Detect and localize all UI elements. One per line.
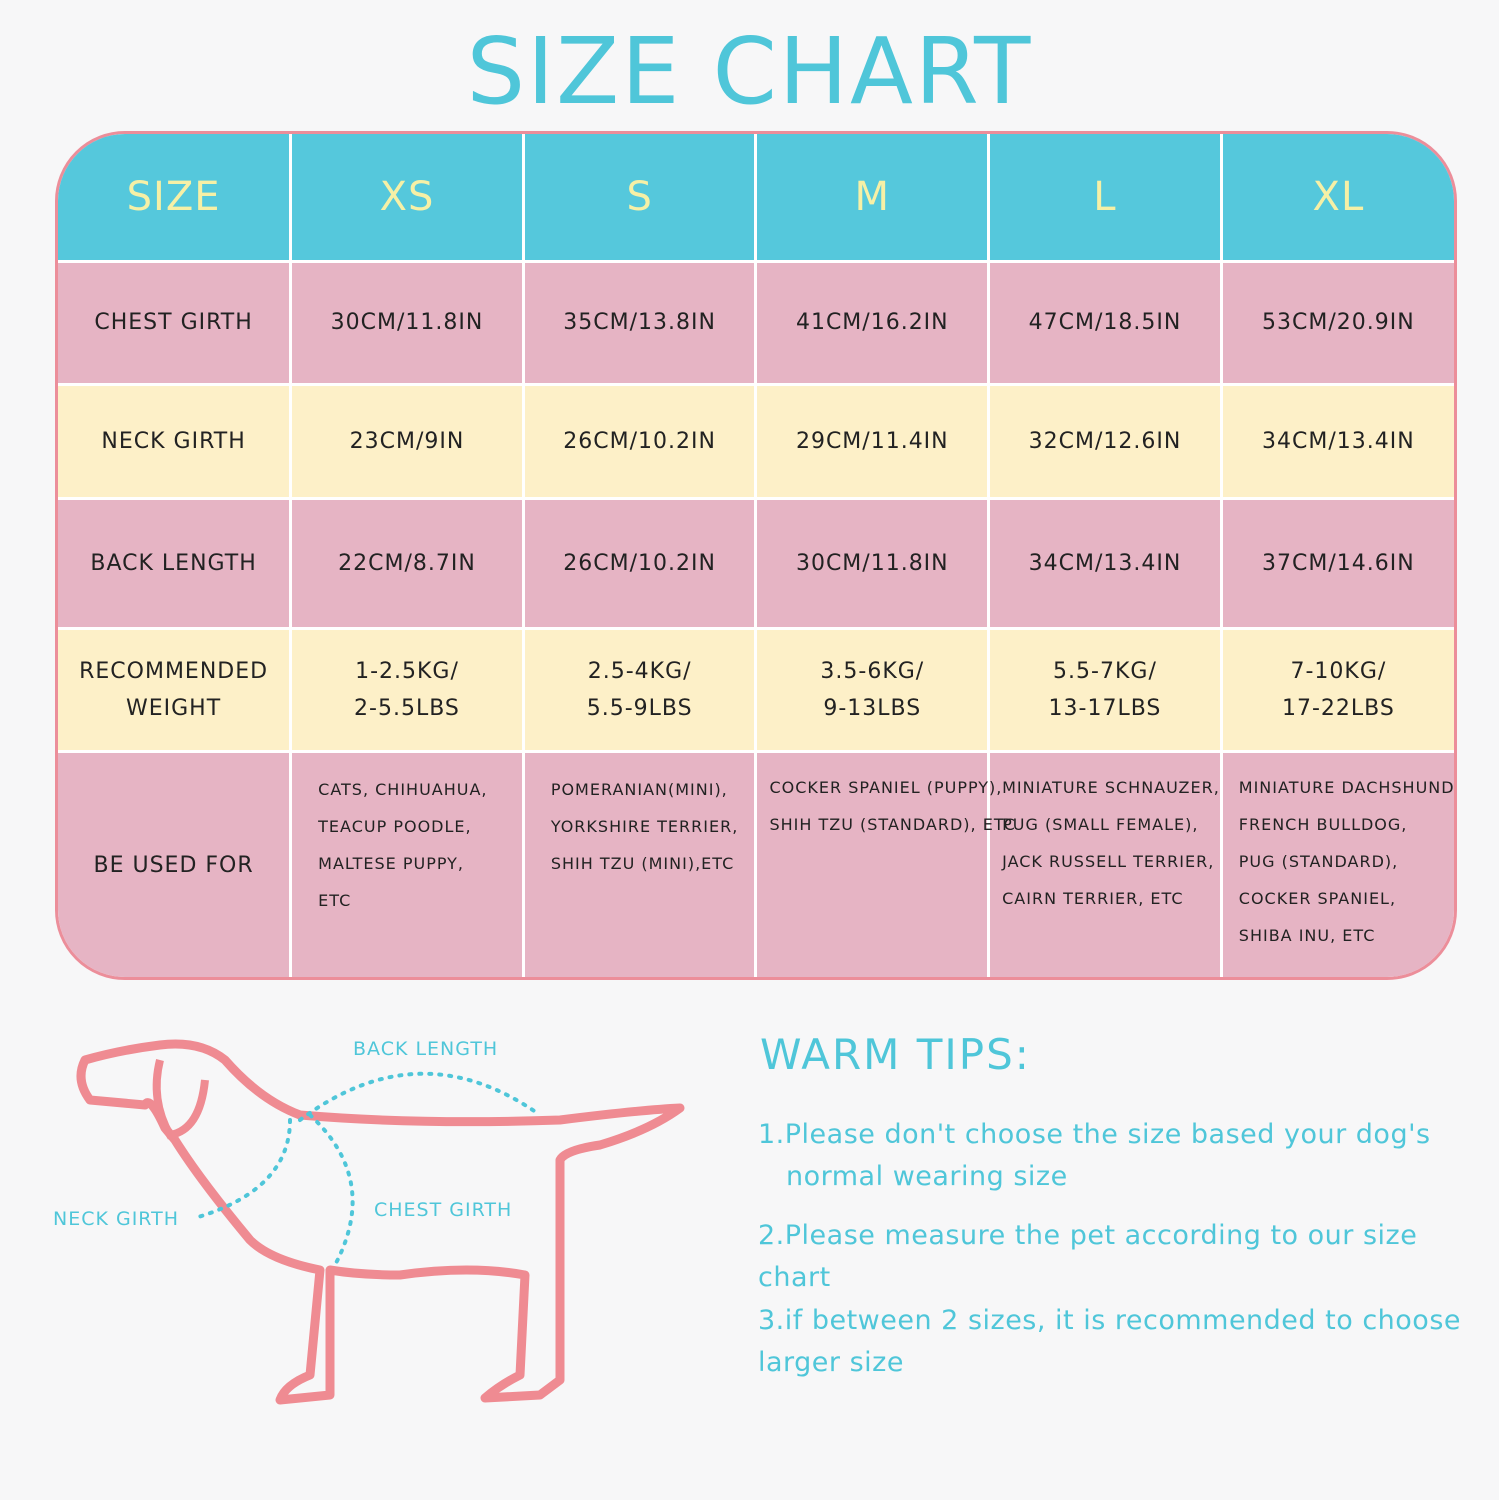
tip-line: 3.if between 2 sizes, it is recommended … [758, 1305, 1461, 1336]
table-row: CHEST GIRTH 30CM/11.8IN 35CM/13.8IN 41CM… [58, 259, 1454, 386]
table-cell: MINIATURE DACHSHUND, FRENCH BULLDOG, PUG (… [1219, 749, 1457, 977]
dog-silhouette [76, 1039, 685, 1405]
header-cell: S [521, 134, 758, 263]
tip-item: 1.Please don't choose the size based you… [758, 1114, 1431, 1198]
breed-line: SHIH TZU (MINI),ETC [550, 853, 735, 873]
header-cell: L [987, 134, 1223, 263]
table-cell: COCKER SPANIEL (PUPPY), SHIH TZU (STANDAR… [754, 749, 1016, 977]
size-chart-table: SIZE XS S M L XL CHEST GIRTH 30CM/11.8IN… [55, 131, 1457, 980]
neck-girth-label: NECK GIRTH [53, 1208, 180, 1230]
table-cell: 30CM/11.8IN [754, 496, 991, 630]
breed-line: JACK RUSSELL TERRIER, [1002, 851, 1215, 871]
table-cell: 26CM/10.2IN [521, 496, 758, 630]
table-cell: 37CM/14.6IN [1219, 496, 1454, 630]
row-label: RECOMMENDED WEIGHT [58, 626, 293, 753]
breed-line: PUG (STANDARD), [1238, 851, 1399, 871]
breed-line: MINIATURE SCHNAUZER, [1002, 777, 1220, 797]
table-cell: 7-10KG/17-22LBS [1219, 626, 1454, 753]
row-label: BACK LENGTH [58, 496, 293, 630]
tip-line: larger size [758, 1347, 904, 1378]
table-cell: 41CM/16.2IN [754, 259, 991, 386]
table-cell: 53CM/20.9IN [1219, 259, 1454, 386]
cell-line: 2-5.5LBS [354, 695, 460, 721]
row-label-line: WEIGHT [125, 695, 222, 721]
ear-outline [152, 1059, 209, 1140]
dog-outline-illustration [76, 1039, 685, 1405]
table-cell: 3.5-6KG/9-13LBS [754, 626, 991, 753]
table-cell: MINIATURE SCHNAUZER, PUG (SMALL FEMALE), J… [987, 749, 1223, 977]
breed-line: SHIH TZU (STANDARD), ETC [769, 814, 1016, 834]
chest-girth-line [308, 1113, 355, 1267]
back-length-label: BACK LENGTH [353, 1038, 499, 1060]
cell-line: 9-13LBS [823, 695, 922, 721]
breed-line: CAIRN TERRIER, ETC [1002, 888, 1184, 908]
breed-line: MINIATURE DACHSHUND, [1238, 777, 1457, 797]
table-row: BE USED FOR CATS, CHIHUAHUA, TEACUP POODL… [58, 749, 1457, 977]
breed-line: POMERANIAN(MINI), [550, 779, 728, 799]
cell-line: 7-10KG/ [1290, 658, 1387, 684]
breed-line: PUG (SMALL FEMALE), [1002, 814, 1199, 834]
tip-item: 2.Please measure the pet according to ou… [758, 1215, 1499, 1299]
breed-line: FRENCH BULLDOG, [1238, 814, 1408, 834]
table-cell: 30CM/11.8IN [289, 259, 525, 386]
table-cell: 47CM/18.5IN [987, 259, 1223, 386]
cell-line: 3.5-6KG/ [820, 658, 925, 684]
table-cell: 1-2.5KG/2-5.5LBS [289, 626, 525, 753]
cell-line: 2.5-4KG/ [587, 658, 692, 684]
cell-line: 17-22LBS [1281, 695, 1395, 721]
table-cell: 32CM/12.6IN [987, 382, 1223, 500]
table-row: BACK LENGTH 22CM/8.7IN 26CM/10.2IN 30CM/… [58, 496, 1454, 630]
row-label: CHEST GIRTH [58, 259, 293, 386]
table-row: RECOMMENDED WEIGHT 1-2.5KG/2-5.5LBS 2.5-4… [58, 626, 1454, 753]
header-cell: XS [289, 134, 525, 263]
cell-line: 5.5-7KG/ [1053, 658, 1157, 684]
table-cell: POMERANIAN(MINI), YORKSHIRE TERRIER, SHIH … [521, 749, 758, 977]
breed-line: COCKER SPANIEL (PUPPY), [769, 777, 1003, 797]
row-label: NECK GIRTH [58, 382, 293, 500]
header-cell: M [754, 134, 991, 263]
back-length-line [298, 1071, 542, 1122]
table-cell: CATS, CHIHUAHUA, TEACUP POODLE, MALTESE PU… [289, 749, 525, 977]
chest-girth-label: CHEST GIRTH [374, 1199, 513, 1221]
tip-line: normal wearing size [786, 1161, 1068, 1192]
cell-line: 13-17LBS [1048, 695, 1162, 721]
breed-line: SHIBA INU, ETC [1238, 925, 1376, 945]
breed-line: YORKSHIRE TERRIER, [550, 816, 739, 836]
header-cell: SIZE [58, 134, 293, 263]
breed-line: TEACUP POODLE, [318, 816, 472, 836]
breed-line: COCKER SPANIEL, [1238, 888, 1397, 908]
breed-line: MALTESE PUPPY, [318, 853, 465, 873]
header-cell: XL [1219, 134, 1454, 263]
table-cell: 22CM/8.7IN [289, 496, 525, 630]
table-cell: 26CM/10.2IN [521, 382, 758, 500]
tip-line: 2.Please measure the pet according to ou… [758, 1220, 1418, 1293]
page-title: SIZE CHART [466, 18, 1033, 125]
table-cell: 34CM/13.4IN [987, 496, 1223, 630]
table-cell: 29CM/11.4IN [754, 382, 991, 500]
table-header-row: SIZE XS S M L XL [58, 134, 1454, 263]
row-label: BE USED FOR [58, 749, 293, 977]
breed-line: ETC [318, 890, 352, 910]
cell-line: 1-2.5KG/ [355, 658, 459, 684]
tip-item: 3.if between 2 sizes, it is recommended … [758, 1300, 1461, 1384]
table-cell: 35CM/13.8IN [521, 259, 758, 386]
cell-line: 5.5-9LBS [586, 695, 693, 721]
table-cell: 23CM/9IN [289, 382, 525, 500]
tip-line: 1.Please don't choose the size based you… [758, 1119, 1431, 1150]
table-cell: 5.5-7KG/13-17LBS [987, 626, 1223, 753]
warm-tips-title: WARM TIPS: [760, 1030, 1031, 1079]
table-cell: 34CM/13.4IN [1219, 382, 1454, 500]
breed-line: CATS, CHIHUAHUA, [318, 779, 488, 799]
table-cell: 2.5-4KG/5.5-9LBS [521, 626, 758, 753]
row-label-line: RECOMMENDED [79, 658, 269, 684]
neck-girth-line [193, 1118, 292, 1220]
table-row: NECK GIRTH 23CM/9IN 26CM/10.2IN 29CM/11.… [58, 382, 1454, 500]
